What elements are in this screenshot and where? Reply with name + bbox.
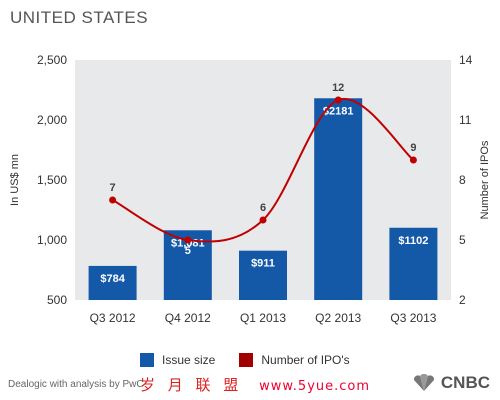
- cnbc-logo: CNBC: [411, 373, 490, 393]
- watermark-url: www.5yue.com: [259, 379, 371, 394]
- legend-swatch-issue-size: [140, 353, 154, 367]
- ipo-count-label: 7: [110, 182, 116, 194]
- bar: [239, 250, 287, 300]
- y-tick-label: 1,000: [37, 233, 67, 247]
- cnbc-wordmark: CNBC: [440, 373, 490, 392]
- y-tick-label: 1,500: [37, 173, 67, 187]
- ipo-count-line: [112, 97, 415, 243]
- bar: [88, 265, 137, 300]
- ipo-count-point: [334, 96, 342, 104]
- x-axis: Q3 2012 Q4 2012 Q1 2013 Q2 2013 Q3 2013: [90, 311, 437, 325]
- x-tick-label: Q3 2012: [90, 311, 136, 325]
- legend-item-issue-size: Issue size: [140, 353, 215, 367]
- bar: [314, 98, 363, 300]
- chart-title: UNITED STATES: [10, 8, 149, 27]
- watermark-chinese: 岁 月 联 盟: [140, 376, 243, 394]
- ipo-count-label: 6: [260, 202, 266, 214]
- y-tick-label: 2,500: [37, 53, 67, 67]
- y-tick-label: 500: [47, 293, 67, 307]
- ipo-count-label: 12: [332, 82, 344, 94]
- ipo-count-point: [259, 216, 267, 224]
- y-right-tick-label: 8: [459, 173, 466, 187]
- bar-value-label: $1102: [398, 235, 428, 247]
- bar-value-label: $784: [100, 273, 125, 285]
- y-right-tick-label: 5: [459, 233, 466, 247]
- x-tick-label: Q4 2012: [165, 311, 211, 325]
- ipo-count-point: [184, 236, 192, 244]
- ipo-count-label: 9: [410, 142, 416, 154]
- watermark: 岁 月 联 盟 www.5yue.com: [140, 374, 370, 395]
- y-right-tick-label: 2: [459, 293, 466, 307]
- bar-value-label: $2181: [323, 105, 354, 117]
- y-axis-title: In US$ mn: [9, 154, 21, 206]
- x-tick-label: Q2 2013: [315, 311, 361, 325]
- legend-swatch-ipo-count: [239, 353, 254, 367]
- right-axis: 2 5 8 11 14: [459, 53, 473, 307]
- y-axis-right-title: Number of IPOs: [479, 140, 491, 219]
- source-note: Dealogic with analysis by PwC: [8, 379, 144, 390]
- y-right-tick-label: 14: [459, 53, 473, 67]
- ipo-count-point: [109, 196, 117, 204]
- ipo-count-label: 5: [185, 245, 191, 257]
- bar: [389, 227, 438, 300]
- peacock-icon: [413, 374, 434, 391]
- left-axis: 500 1,000 1,500 2,000 2,500: [37, 53, 67, 307]
- legend-item-ipo-count: Number of IPO's: [239, 353, 350, 367]
- y-right-tick-label: 11: [459, 113, 472, 127]
- line-series: 7 5 6 12 9: [109, 82, 417, 257]
- y-tick-label: 2,000: [37, 113, 67, 127]
- legend-label-issue-size: Issue size: [162, 353, 216, 367]
- legend: Issue size Number of IPO's: [140, 353, 364, 367]
- x-tick-label: Q3 2013: [390, 311, 436, 325]
- bar-value-label: $911: [251, 258, 275, 270]
- ipo-count-point: [409, 156, 417, 164]
- x-tick-label: Q1 2013: [240, 311, 286, 325]
- legend-label-ipo-count: Number of IPO's: [261, 353, 350, 367]
